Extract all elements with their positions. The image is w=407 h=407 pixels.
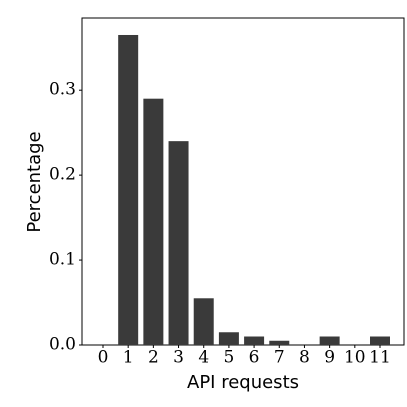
- x-tick-label: 10: [344, 348, 366, 368]
- x-tick-label: 3: [173, 348, 184, 368]
- y-tick-label: 0.3: [49, 80, 76, 100]
- x-tick-label: 6: [249, 348, 260, 368]
- x-tick-label: 2: [148, 348, 159, 368]
- x-tick-label: 7: [274, 348, 285, 368]
- bar: [118, 34, 139, 346]
- x-tick-label: 9: [324, 348, 335, 368]
- x-tick-label: 0: [98, 348, 109, 368]
- bar: [168, 141, 189, 345]
- bar: [244, 336, 265, 345]
- bar: [218, 332, 239, 345]
- bar: [269, 340, 290, 345]
- y-tick-label: 0.0: [49, 335, 76, 355]
- y-axis-label: Percentage: [24, 131, 45, 232]
- bar: [370, 336, 390, 345]
- bar: [193, 298, 214, 345]
- x-tick-label: 1: [123, 348, 134, 368]
- y-tick-label: 0.1: [49, 250, 76, 270]
- bar: [319, 336, 340, 345]
- x-tick-label: 5: [223, 348, 234, 368]
- x-tick-label: 11: [369, 348, 391, 368]
- plot-frame: [81, 17, 405, 346]
- x-axis-label: API requests: [187, 372, 299, 393]
- x-tick-label: 8: [299, 348, 310, 368]
- x-tick-label: 4: [198, 348, 209, 368]
- bar: [143, 98, 164, 345]
- y-tick-label: 0.2: [49, 165, 76, 185]
